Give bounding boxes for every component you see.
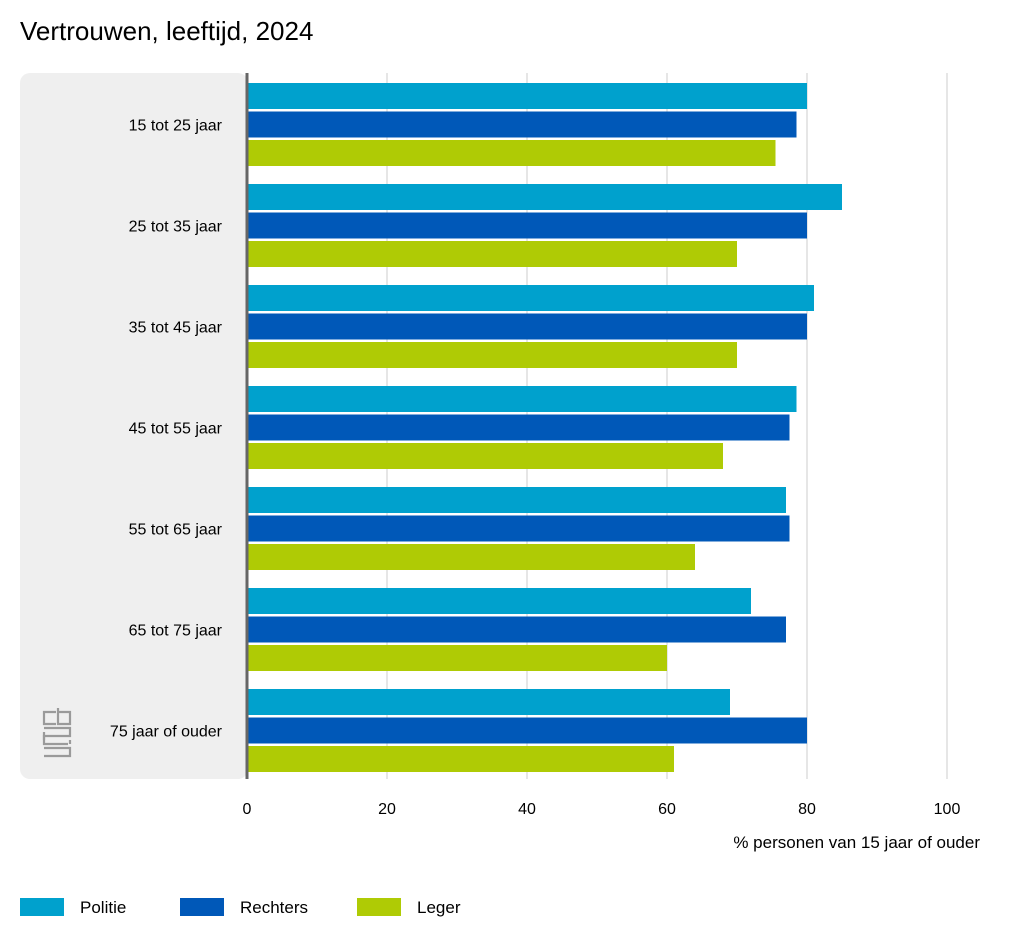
bar-rechters[interactable] [248, 616, 787, 643]
category-label: 35 tot 45 jaar [129, 320, 223, 337]
x-axis-label: % personen van 15 jaar of ouder [733, 833, 980, 852]
bar-leger[interactable] [248, 544, 696, 570]
bar-rechters[interactable] [248, 414, 790, 441]
category-label: 55 tot 65 jaar [129, 522, 223, 539]
chart-title: Vertrouwen, leeftijd, 2024 [20, 16, 313, 46]
bar-leger[interactable] [248, 342, 738, 368]
legend-label: Politie [80, 898, 126, 917]
bar-politie[interactable] [248, 487, 787, 513]
legend-label: Leger [417, 898, 461, 917]
legend: Politie Rechters Leger [20, 898, 461, 917]
bar-rechters[interactable] [248, 313, 808, 340]
legend-swatch [180, 898, 224, 916]
bar-leger[interactable] [248, 746, 675, 772]
bar-rechters[interactable] [248, 111, 797, 138]
bar-politie[interactable] [248, 83, 808, 109]
category-label: 15 tot 25 jaar [129, 118, 223, 135]
x-tick-label: 20 [378, 801, 396, 818]
bar-politie[interactable] [248, 184, 843, 210]
bar-leger[interactable] [248, 241, 738, 267]
category-panel [20, 73, 248, 779]
x-tick-label: 0 [243, 801, 252, 818]
x-tick-label: 100 [934, 801, 961, 818]
category-label: 45 tot 55 jaar [129, 421, 223, 438]
bar-rechters[interactable] [248, 212, 808, 239]
category-labels: 15 tot 25 jaar 25 tot 35 jaar 35 tot 45 ja… [110, 118, 223, 741]
category-label: 25 tot 35 jaar [129, 219, 223, 236]
category-label: 65 tot 75 jaar [129, 623, 223, 640]
bars [248, 83, 843, 772]
x-axis-ticks: 0 20 40 60 80 100 [243, 801, 961, 818]
bar-politie[interactable] [248, 386, 797, 412]
x-tick-label: 40 [518, 801, 536, 818]
legend-swatch [20, 898, 64, 916]
bar-politie[interactable] [248, 285, 815, 311]
category-label: 75 jaar of ouder [110, 724, 223, 741]
bar-rechters[interactable] [248, 717, 808, 744]
bar-leger[interactable] [248, 645, 668, 671]
bar-leger[interactable] [248, 140, 776, 166]
cbs-logo-icon [42, 708, 72, 758]
x-tick-label: 80 [798, 801, 816, 818]
bar-politie[interactable] [248, 689, 731, 715]
bar-rechters[interactable] [248, 515, 790, 542]
x-tick-label: 60 [658, 801, 676, 818]
legend-label: Rechters [240, 898, 308, 917]
bar-leger[interactable] [248, 443, 724, 469]
bar-politie[interactable] [248, 588, 752, 614]
legend-swatch [357, 898, 401, 916]
